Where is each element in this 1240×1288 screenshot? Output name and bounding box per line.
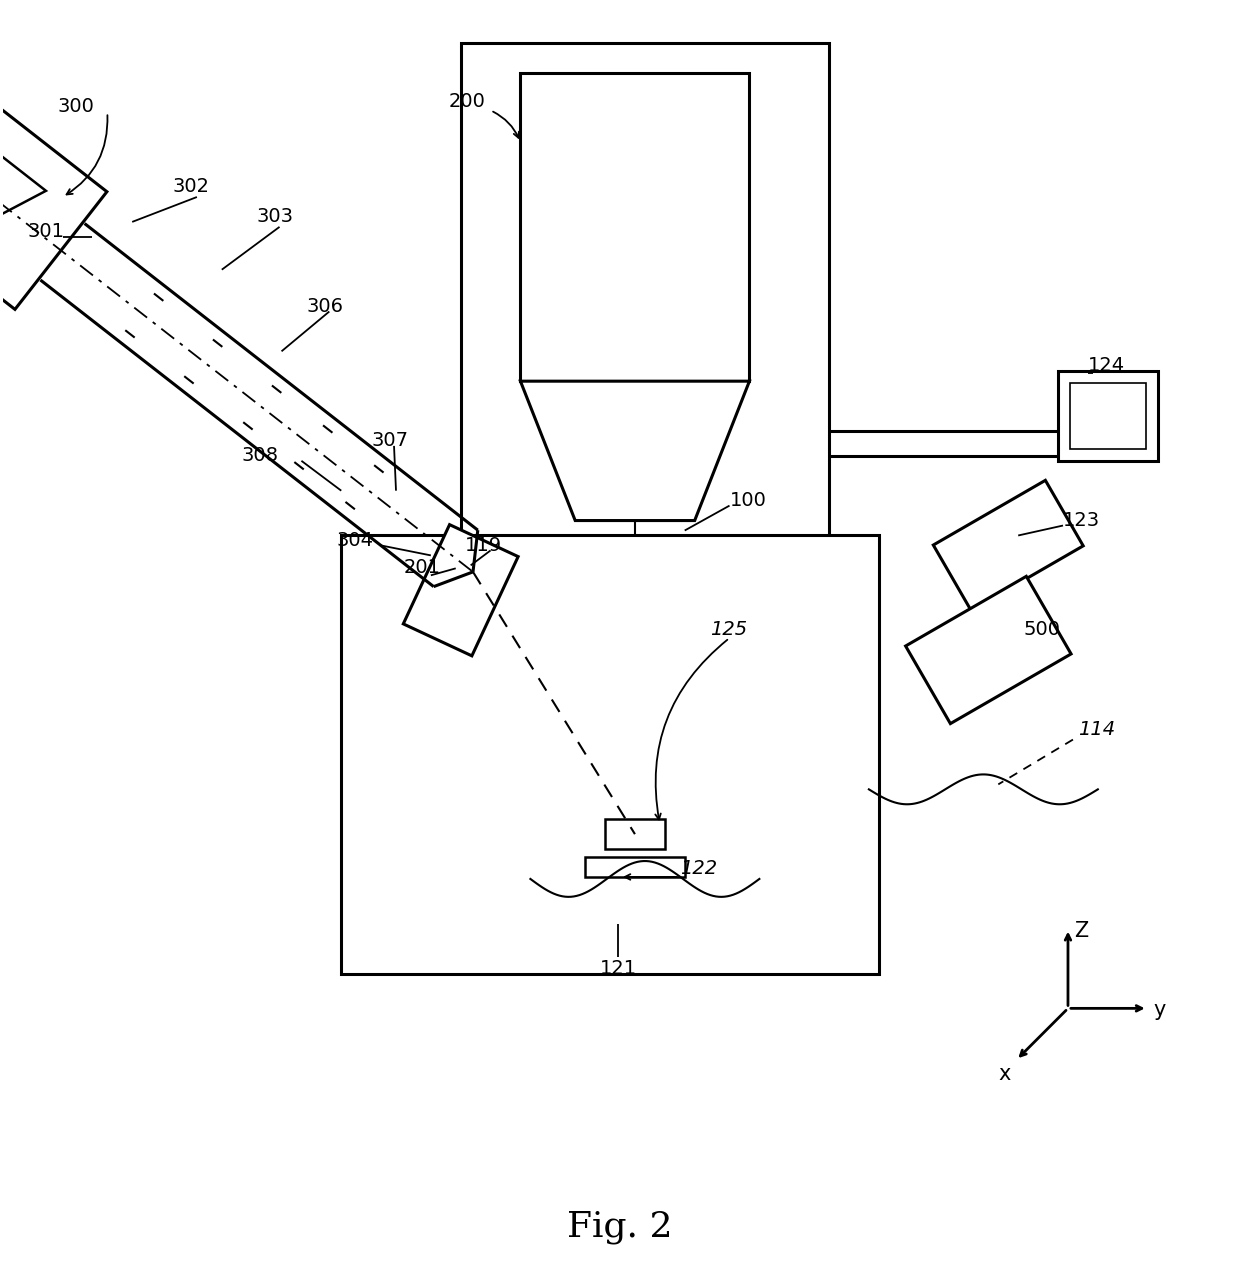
Polygon shape	[905, 576, 1071, 724]
Polygon shape	[521, 381, 749, 520]
Bar	[1058, 371, 1158, 461]
Text: 125: 125	[709, 620, 746, 639]
Bar	[605, 819, 665, 849]
Text: 303: 303	[257, 207, 294, 225]
Text: y: y	[1153, 1001, 1166, 1020]
Text: 300: 300	[57, 98, 94, 116]
Text: 306: 306	[306, 296, 343, 316]
Bar	[1070, 383, 1146, 450]
Text: Fig. 2: Fig. 2	[567, 1211, 673, 1244]
Text: 201: 201	[404, 559, 441, 577]
Polygon shape	[934, 480, 1084, 611]
Bar	[461, 43, 830, 571]
Bar	[341, 536, 879, 974]
Text: x: x	[998, 1064, 1011, 1084]
Polygon shape	[403, 524, 518, 656]
Text: 124: 124	[1087, 357, 1125, 375]
Text: 121: 121	[600, 958, 637, 978]
Text: 123: 123	[1063, 510, 1100, 529]
Text: 119: 119	[465, 537, 502, 555]
Text: 200: 200	[449, 93, 486, 112]
Polygon shape	[0, 108, 107, 309]
Text: 304: 304	[336, 531, 373, 550]
Text: 122: 122	[680, 859, 717, 878]
Bar	[521, 72, 749, 381]
Text: 100: 100	[729, 491, 766, 510]
Text: 114: 114	[1078, 720, 1115, 738]
Text: 308: 308	[242, 446, 279, 465]
Text: Z: Z	[1074, 921, 1089, 940]
Text: 301: 301	[27, 222, 64, 241]
Text: 500: 500	[1023, 620, 1060, 639]
Text: 307: 307	[371, 431, 408, 450]
Text: 302: 302	[172, 178, 210, 196]
Bar	[585, 857, 684, 877]
